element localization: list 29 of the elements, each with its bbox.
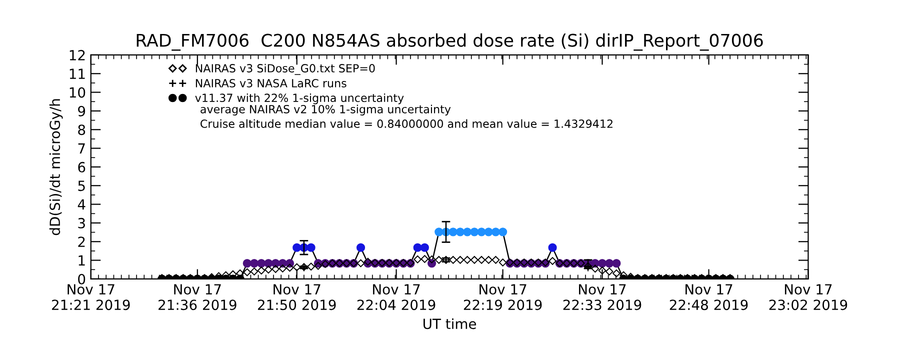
x-tick-label: Nov 17 22:19 2019 <box>464 284 542 310</box>
x-tick-label: Nov 17 21:50 2019 <box>258 284 336 310</box>
y-tick-label: 2 <box>78 236 85 247</box>
x-tick-label: Nov 17 22:33 2019 <box>563 284 642 310</box>
y-tick-label: 11 <box>70 68 85 79</box>
annotation: average NAIRAS v2 10% 1-sigma uncertainty <box>200 104 451 116</box>
y-tick-label: 3 <box>78 218 85 228</box>
y-tick-label: 7 <box>78 143 85 154</box>
x-axis-title: UT time <box>424 318 476 330</box>
legend-label: NAIRAS v3 SiDose_G0.txt SEP=0 <box>196 64 375 75</box>
x-tick-label: Nov 17 21:21 2019 <box>52 284 130 310</box>
legend-label: v11.37 with 22% 1-sigma uncertainty <box>195 93 404 104</box>
y-tick-label: 4 <box>78 199 86 210</box>
y-axis-title: dD(Si)/dt microGy/h <box>49 99 63 236</box>
annotation: Cruise altitude median value = 0.84000000 and mean value = 1.4329412 <box>200 119 612 128</box>
y-tick-label: 12 <box>70 50 85 60</box>
y-tick-label: 1 <box>78 255 85 266</box>
x-tick-label: Nov 17 22:04 2019 <box>357 284 436 310</box>
x-tick-label: Nov 17 22:48 2019 <box>670 284 748 310</box>
x-tick-label: Nov 17 23:02 2019 <box>769 284 848 310</box>
y-tick-label: 9 <box>78 106 86 116</box>
legend-label: NAIRAS v3 NASA LaRC runs <box>196 79 346 88</box>
x-tick-label: Nov 17 21:36 2019 <box>158 284 236 310</box>
chart-title: RAD_FM7006 C200 N854AS absorbed dose rate (Si) dirIP_Report_07006 <box>136 33 763 51</box>
y-tick-label: 8 <box>78 124 86 136</box>
y-tick-label: 5 <box>78 180 85 192</box>
y-tick-label: 10 <box>70 87 86 98</box>
y-tick-label: 0 <box>78 274 86 284</box>
y-tick-label: 6 <box>78 162 86 172</box>
